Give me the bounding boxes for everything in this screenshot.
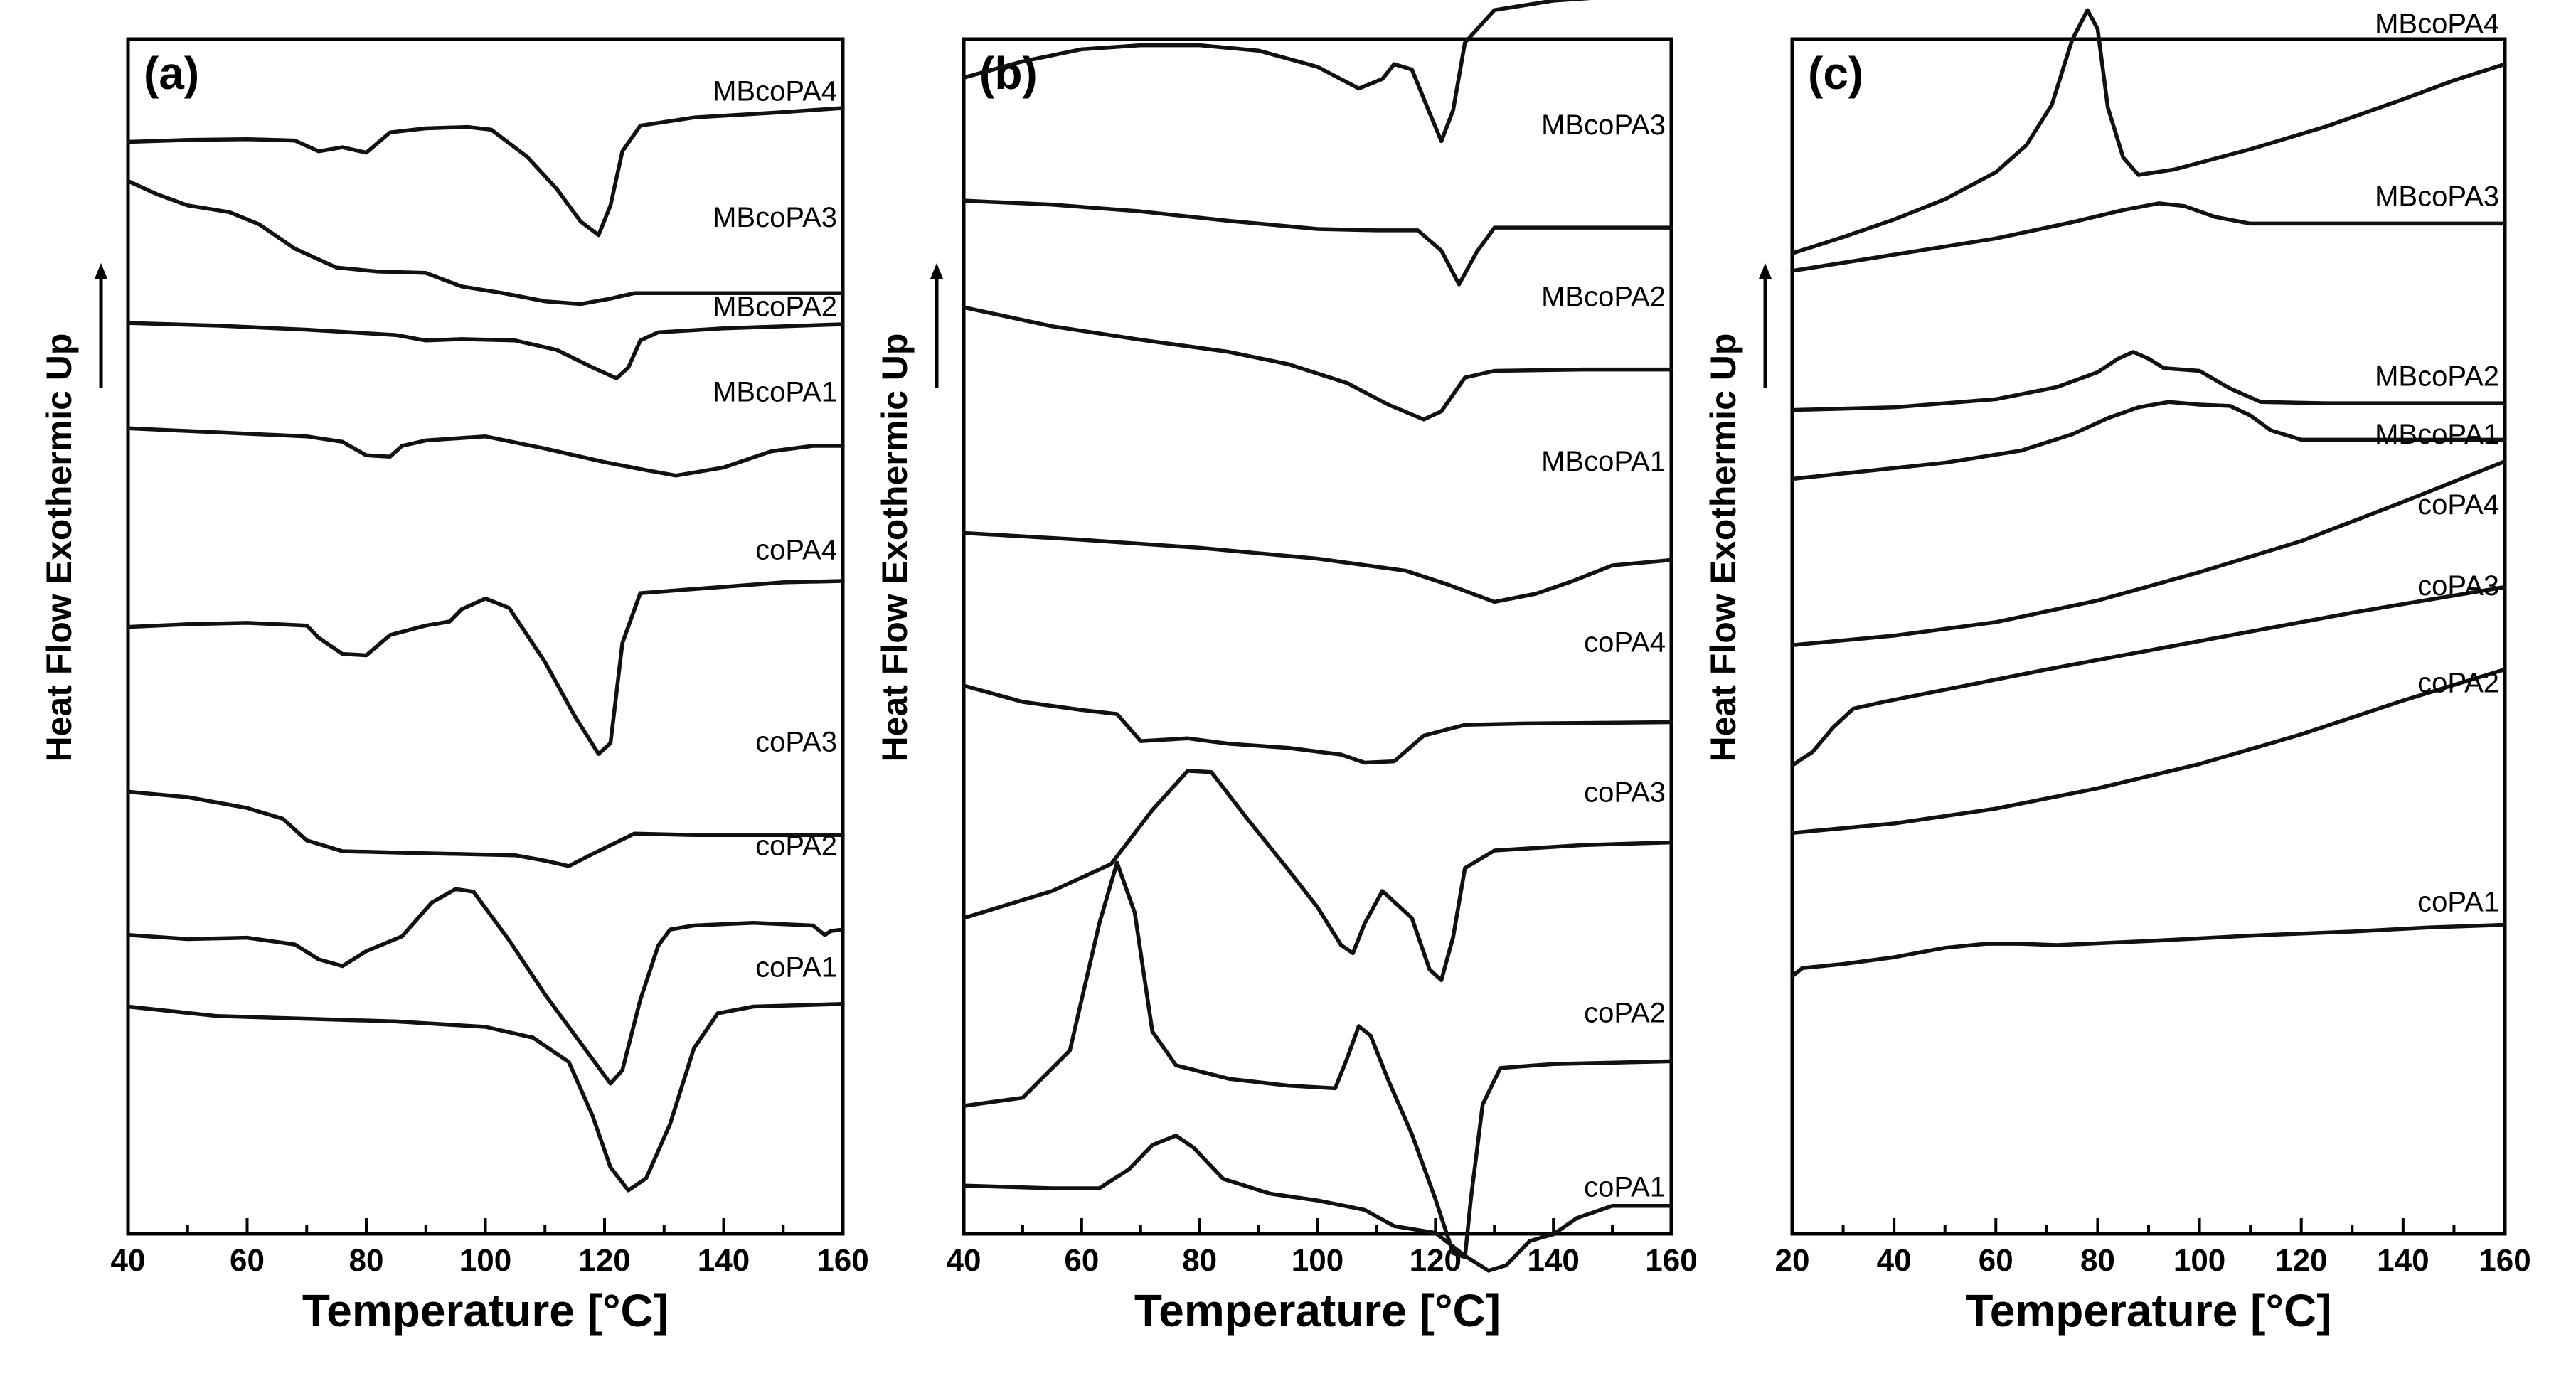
series-line-copa1 [126, 1001, 845, 1193]
x-tick-label: 160 [816, 1243, 868, 1278]
exotherm-arrow-head [930, 263, 943, 279]
series-label-copa3: coPA3 [2417, 570, 2499, 602]
series-line-copa3 [962, 769, 1673, 983]
x-tick-label: 60 [1064, 1243, 1099, 1278]
series-label-copa4: coPA4 [755, 535, 837, 566]
series-line-mbcopa3 [1790, 201, 2507, 273]
series-label-mbcopa2: MBcoPA2 [2375, 361, 2499, 392]
x-tick-label: 100 [2173, 1243, 2225, 1278]
series-line-mbcopa3 [962, 198, 1673, 287]
series-label-mbcopa3: MBcoPA3 [1541, 110, 1666, 141]
series-line-copa1 [1790, 922, 2507, 979]
x-tick-label: 80 [2080, 1243, 2115, 1278]
series-line-mbcopa1 [126, 426, 845, 478]
series-line-copa4 [962, 683, 1673, 765]
x-tick-label: 140 [698, 1243, 750, 1278]
chart-panel-3: (c) 20 40 60 80 100 120 140 160 Temperature [°C] H… [1703, 8, 2531, 1336]
series-label-copa2: coPA2 [755, 831, 837, 862]
series-label-copa2: coPA2 [1584, 997, 1666, 1028]
series-label-mbcopa1: MBcoPA1 [713, 376, 837, 407]
series-label-mbcopa3: MBcoPA3 [713, 202, 837, 233]
x-tick-label: 80 [1182, 1243, 1217, 1278]
series-label-copa4: coPA4 [1584, 627, 1666, 658]
series-line-mbcopa4 [1790, 8, 2507, 255]
series-line-copa4 [126, 579, 845, 756]
series-line-copa3 [1790, 585, 2507, 768]
x-axis-title: Temperature [°C] [1965, 1285, 2331, 1336]
series-label-copa1: coPA1 [1584, 1171, 1666, 1203]
series-line-mbcopa1 [962, 530, 1673, 604]
series-line-mbcopa4 [126, 106, 845, 238]
panel-label: (a) [144, 48, 199, 99]
series-line-copa2 [1790, 667, 2507, 836]
series-label-mbcopa3: MBcoPA3 [2375, 181, 2499, 213]
x-tick-label: 160 [1645, 1243, 1697, 1278]
series-label-copa1: coPA1 [755, 952, 837, 983]
x-tick-label: 60 [230, 1243, 265, 1278]
x-tick-label: 40 [1877, 1243, 1912, 1278]
exotherm-arrow-head [1759, 263, 1772, 279]
panel-label: (c) [1808, 48, 1863, 99]
series-line-copa4 [1790, 459, 2507, 647]
y-axis-title: Heat Flow Exothermic Up [875, 334, 915, 762]
series-label-mbcopa1: MBcoPA1 [1541, 446, 1666, 477]
x-axis-title: Temperature [°C] [302, 1285, 669, 1336]
chart-panel-1: (a) 40 60 80 100 120 140 160 Temperature [°C] Hea… [39, 37, 869, 1336]
series-label-copa3: coPA3 [1584, 777, 1666, 809]
series-line-copa2 [126, 887, 845, 1086]
plot-frame [962, 37, 1673, 1236]
series-label-copa4: coPA4 [2417, 489, 2499, 521]
series-line-copa1 [962, 1134, 1673, 1273]
x-tick-label: 140 [2377, 1243, 2429, 1278]
series-line-copa3 [126, 789, 845, 868]
series-label-mbcopa2: MBcoPA2 [1541, 281, 1666, 312]
series-line-mbcopa2 [1790, 350, 2507, 412]
series-label-copa2: coPA2 [2417, 668, 2499, 699]
x-tick-label: 40 [947, 1243, 981, 1278]
series-label-mbcopa2: MBcoPA2 [713, 292, 837, 323]
x-tick-label: 140 [1527, 1243, 1579, 1278]
x-tick-label: 100 [1292, 1243, 1343, 1278]
series-line-copa2 [962, 860, 1673, 1259]
x-tick-label: 160 [2479, 1243, 2530, 1278]
y-axis-title: Heat Flow Exothermic Up [1703, 334, 1743, 762]
series-line-mbcopa3 [126, 178, 845, 306]
x-tick-label: 40 [111, 1243, 146, 1278]
series-label-copa1: coPA1 [2417, 887, 2499, 918]
x-tick-label: 80 [349, 1243, 384, 1278]
x-tick-label: 120 [2275, 1243, 2327, 1278]
x-tick-label: 100 [459, 1243, 511, 1278]
y-axis-title: Heat Flow Exothermic Up [39, 334, 79, 762]
exotherm-arrow-head [95, 263, 107, 279]
series-label-copa3: coPA3 [755, 726, 837, 757]
series-line-mbcopa1 [1790, 400, 2507, 481]
series-line-mbcopa4 [962, 0, 1592, 144]
panel-label: (b) [979, 48, 1038, 99]
x-axis-title: Temperature [°C] [1134, 1285, 1501, 1336]
series-label-mbcopa1: MBcoPA1 [2375, 419, 2499, 450]
series-label-mbcopa4: MBcoPA4 [2375, 9, 2499, 40]
series-line-mbcopa2 [962, 305, 1673, 422]
x-tick-label: 60 [1979, 1243, 2013, 1278]
series-line-mbcopa2 [126, 321, 845, 380]
series-label-mbcopa4: MBcoPA4 [713, 75, 837, 107]
x-tick-label: 120 [578, 1243, 630, 1278]
x-tick-label: 20 [1775, 1243, 1810, 1278]
